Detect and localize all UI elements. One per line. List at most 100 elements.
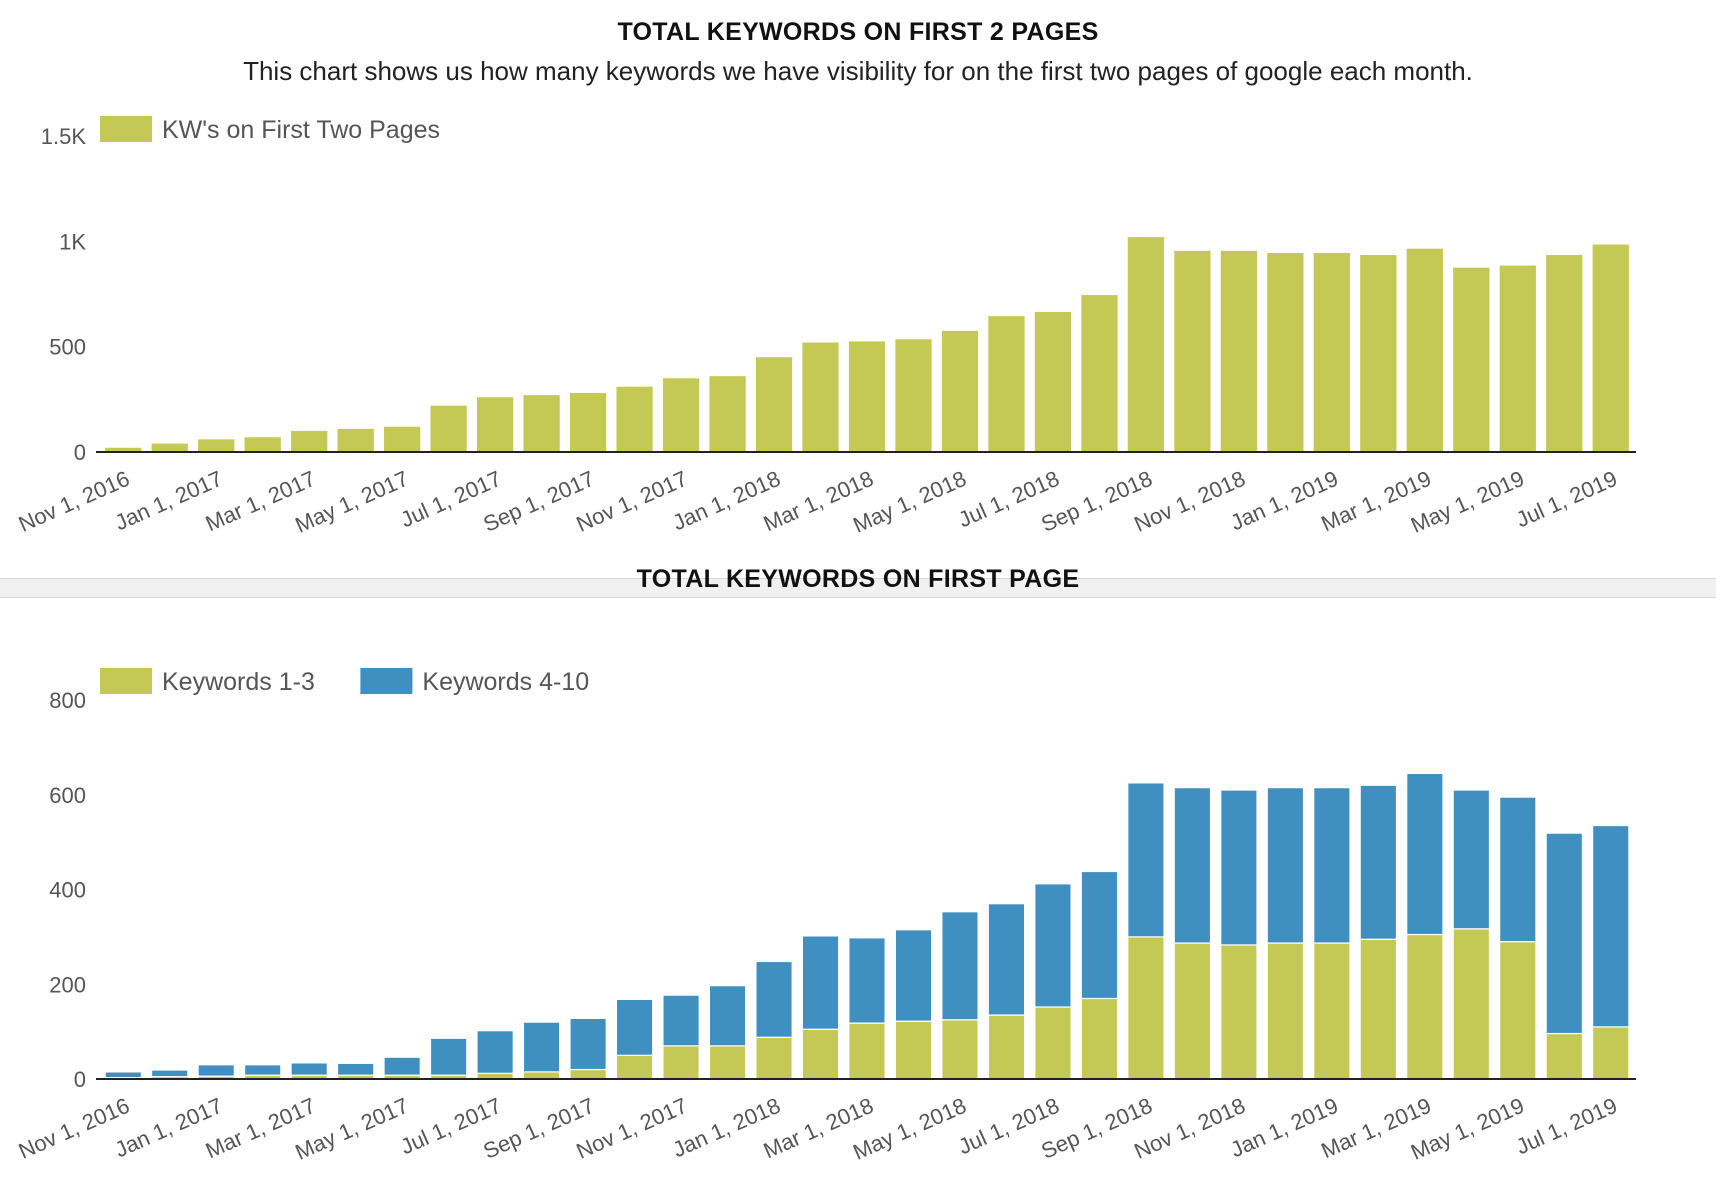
bar-keywords-1-3: [1406, 933, 1444, 1080]
bar-keywords-4-10: [1545, 832, 1584, 1035]
bar-keywords-4-10: [1359, 784, 1398, 940]
bar-keywords-4-10: [1127, 782, 1165, 938]
bar-kw-s-on-first-two-pages: [1220, 250, 1258, 452]
legend-swatch-keywords-1-3: [100, 668, 152, 694]
bar-kw-s-on-first-two-pages: [291, 430, 328, 452]
bar-kw-s-on-first-two-pages: [430, 405, 467, 452]
bar-keywords-1-3: [1313, 942, 1351, 1080]
bar-kw-s-on-first-two-pages: [988, 316, 1025, 452]
bar-keywords-4-10: [150, 1069, 189, 1078]
y-tick-label: 800: [49, 688, 86, 713]
bar-keywords-4-10: [476, 1030, 514, 1074]
bar-keywords-1-3: [1499, 941, 1537, 1080]
bar-keywords-4-10: [941, 911, 979, 1021]
bar-kw-s-on-first-two-pages: [105, 447, 142, 452]
bar-keywords-4-10: [429, 1037, 468, 1076]
bar-kw-s-on-first-two-pages: [1592, 244, 1629, 452]
bar-keywords-4-10: [1173, 787, 1212, 944]
y-tick-label: 0: [74, 1067, 86, 1092]
bar-keywords-4-10: [522, 1021, 561, 1073]
bar-keywords-4-10: [290, 1062, 328, 1076]
bar-keywords-1-3: [615, 1054, 654, 1080]
bar-kw-s-on-first-two-pages: [198, 439, 235, 452]
bar-keywords-4-10: [615, 998, 654, 1056]
bar-keywords-1-3: [987, 1014, 1026, 1080]
y-tick-label: 0: [74, 440, 86, 465]
bar-kw-s-on-first-two-pages: [1453, 267, 1490, 452]
bar-keywords-4-10: [569, 1017, 607, 1071]
bar-keywords-1-3: [1359, 938, 1398, 1080]
bar-kw-s-on-first-two-pages: [1546, 255, 1583, 452]
x-tick-label: Jul 1, 2019: [1512, 1093, 1621, 1160]
bar-keywords-4-10: [708, 985, 747, 1047]
bar-kw-s-on-first-two-pages: [337, 428, 374, 452]
bar-keywords-4-10: [1034, 883, 1072, 1008]
bar-kw-s-on-first-two-pages: [616, 386, 653, 452]
bar-keywords-4-10: [1266, 787, 1305, 944]
bar-kw-s-on-first-two-pages: [1499, 265, 1536, 452]
bar-keywords-4-10: [848, 937, 886, 1024]
bar-keywords-4-10: [801, 935, 840, 1030]
bar-keywords-1-3: [1080, 997, 1119, 1080]
bar-kw-s-on-first-two-pages: [709, 376, 746, 452]
bar-keywords-1-3: [708, 1045, 747, 1080]
stacked-bar-chart-first-page: 0 200 400 600 800 Keywords 1-3 Keywords 4-10 No…: [15, 668, 1636, 1165]
bar-kw-s-on-first-two-pages: [1127, 237, 1165, 452]
bar-kw-s-on-first-two-pages: [1174, 250, 1211, 452]
bar-keywords-4-10: [987, 903, 1026, 1016]
bar-keywords-1-3: [941, 1019, 979, 1080]
bar-keywords-1-3: [569, 1068, 607, 1080]
x-tick-label: Jul 1, 2019: [1512, 466, 1621, 533]
bar-kw-s-on-first-two-pages: [755, 357, 793, 452]
bar-chart-first-two-pages: 0 500 1K 1.5K KW's on First Two Pages Nov 1, …: [15, 116, 1636, 538]
panel-divider: [0, 578, 1716, 598]
bar-kw-s-on-first-two-pages: [802, 342, 839, 452]
y-tick-label: 400: [49, 878, 86, 903]
bar-keywords-4-10: [1592, 824, 1630, 1028]
bar-keywords-4-10: [336, 1062, 375, 1076]
bar-keywords-1-3: [1173, 942, 1212, 1080]
legend-swatch-kw-s-on-first-two-pages: [100, 116, 152, 142]
bar-kw-s-on-first-two-pages: [1081, 295, 1118, 452]
bar-kw-s-on-first-two-pages: [848, 341, 886, 452]
chart-title: TOTAL KEYWORDS ON FIRST PAGE: [636, 565, 1080, 593]
bar-kw-s-on-first-two-pages: [662, 378, 700, 452]
bar-keywords-1-3: [1452, 928, 1491, 1080]
bar-keywords-1-3: [1545, 1032, 1584, 1080]
bar-kw-s-on-first-two-pages: [1267, 252, 1304, 452]
bar-kw-s-on-first-two-pages: [151, 443, 188, 452]
chart-title: TOTAL KEYWORDS ON FIRST 2 PAGES: [617, 18, 1099, 46]
bar-keywords-1-3: [848, 1022, 886, 1080]
bar-keywords-1-3: [662, 1045, 700, 1080]
y-tick-label: 500: [49, 335, 86, 360]
chart-panel-first-page: TOTAL KEYWORDS ON FIRST PAGE 0 200 400 600 8…: [0, 565, 1716, 1196]
legend-label-kw-s-on-first-two-pages: KW's on First Two Pages: [162, 116, 440, 144]
x-tick-label: Nov 1, 2016: [15, 1093, 134, 1164]
x-tick-label: Nov 1, 2016: [15, 466, 134, 537]
bar-kw-s-on-first-two-pages: [895, 339, 932, 452]
bar-kw-s-on-first-two-pages: [523, 395, 560, 452]
bar-keywords-4-10: [1406, 772, 1444, 936]
bar-keywords-4-10: [383, 1056, 421, 1076]
bar-keywords-4-10: [197, 1064, 235, 1077]
bar-keywords-1-3: [1034, 1006, 1072, 1080]
bar-kw-s-on-first-two-pages: [1034, 311, 1072, 452]
bar-keywords-1-3: [1127, 936, 1165, 1080]
bar-keywords-1-3: [894, 1020, 933, 1080]
y-tick-label: 200: [49, 972, 86, 997]
bar-kw-s-on-first-two-pages: [1360, 255, 1397, 452]
bar-keywords-4-10: [1080, 870, 1119, 1000]
y-tick-label: 1.5K: [41, 124, 87, 149]
bar-keywords-4-10: [1499, 796, 1537, 943]
bar-kw-s-on-first-two-pages: [476, 397, 514, 452]
y-tick-label: 600: [49, 783, 86, 808]
bar-kw-s-on-first-two-pages: [941, 330, 979, 452]
bar-keywords-4-10: [1452, 789, 1491, 930]
bar-kw-s-on-first-two-pages: [1406, 248, 1443, 452]
bar-kw-s-on-first-two-pages: [569, 393, 607, 452]
bar-keywords-4-10: [755, 960, 793, 1038]
y-tick-label: 1K: [59, 229, 86, 254]
bar-keywords-4-10: [243, 1064, 282, 1076]
bar-keywords-1-3: [1266, 942, 1305, 1080]
chart-subtitle: This chart shows us how many keywords we…: [243, 56, 1473, 86]
